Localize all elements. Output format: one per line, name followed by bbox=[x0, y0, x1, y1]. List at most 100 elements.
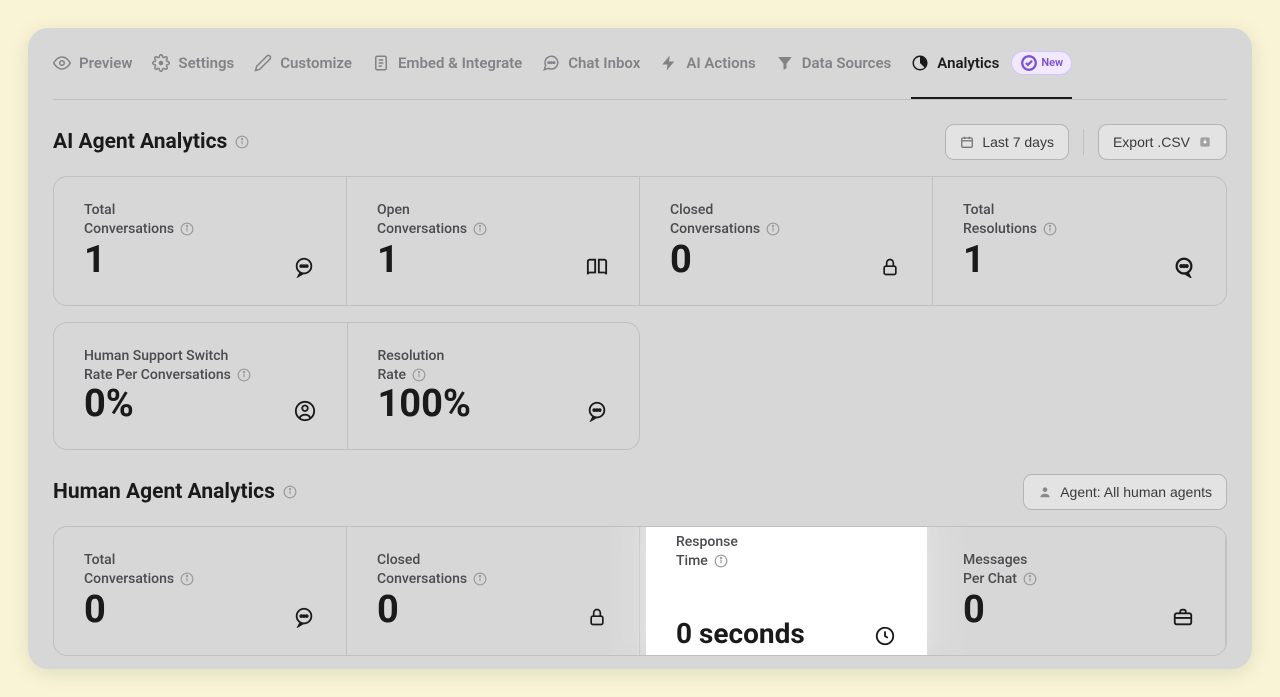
tab-ai-actions[interactable]: AI Actions bbox=[660, 28, 755, 99]
ai-section-title: AI Agent Analytics bbox=[53, 130, 249, 154]
label-line1: Open bbox=[377, 201, 609, 220]
tab-settings[interactable]: Settings bbox=[152, 28, 234, 99]
card-value: 1 bbox=[377, 241, 399, 279]
card-value: 0 bbox=[670, 241, 692, 279]
badge-text: New bbox=[1041, 56, 1063, 69]
speech-icon bbox=[292, 605, 316, 629]
tab-analytics[interactable]: Analytics New bbox=[911, 28, 1072, 99]
date-range-button[interactable]: Last 7 days bbox=[945, 124, 1069, 160]
bolt-icon bbox=[660, 54, 678, 72]
card-label: Closed Conversations bbox=[377, 551, 609, 589]
tab-label: Analytics bbox=[937, 54, 999, 72]
new-badge: New bbox=[1011, 51, 1072, 75]
label-line1: Total bbox=[84, 551, 316, 570]
lock-icon bbox=[585, 605, 609, 629]
card-messages-per-chat: Messages Per Chat 0 bbox=[933, 527, 1226, 655]
tab-label: Settings bbox=[178, 54, 234, 72]
agent-filter-button[interactable]: Agent: All human agents bbox=[1023, 474, 1227, 510]
label-line1: Resolution bbox=[378, 347, 610, 366]
info-icon[interactable] bbox=[180, 572, 194, 586]
info-icon[interactable] bbox=[766, 222, 780, 236]
funnel-icon bbox=[776, 54, 794, 72]
info-icon[interactable] bbox=[237, 368, 251, 382]
label-line1: Total bbox=[84, 201, 316, 220]
calendar-icon bbox=[960, 135, 974, 149]
tab-label: AI Actions bbox=[686, 54, 755, 72]
label-line2: Per Chat bbox=[963, 570, 1017, 589]
info-icon[interactable] bbox=[473, 222, 487, 236]
card-resolution-rate: Resolution Rate 100% bbox=[347, 322, 641, 450]
ai-title-text: AI Agent Analytics bbox=[53, 130, 227, 154]
ai-header-actions: Last 7 days Export .CSV bbox=[945, 124, 1227, 160]
human-header-actions: Agent: All human agents bbox=[1023, 474, 1227, 510]
download-icon bbox=[1198, 135, 1212, 149]
agent-filter-label: Agent: All human agents bbox=[1060, 484, 1212, 500]
info-icon[interactable] bbox=[714, 554, 728, 568]
ai-section-header: AI Agent Analytics Last 7 days Export .C… bbox=[53, 124, 1227, 160]
pie-icon bbox=[911, 54, 929, 72]
export-csv-button[interactable]: Export .CSV bbox=[1098, 124, 1227, 160]
check-circle-icon bbox=[1020, 54, 1038, 72]
label-line1: Total bbox=[963, 201, 1196, 220]
human-section-title: Human Agent Analytics bbox=[53, 480, 297, 504]
gear-icon bbox=[152, 54, 170, 72]
human-title-text: Human Agent Analytics bbox=[53, 480, 275, 504]
tab-label: Customize bbox=[280, 54, 352, 72]
card-label: Closed Conversations bbox=[670, 201, 902, 239]
card-value: 1 bbox=[963, 241, 985, 279]
speech-filled-icon bbox=[1172, 255, 1196, 279]
tab-label: Embed & Integrate bbox=[398, 54, 522, 72]
document-icon bbox=[372, 54, 390, 72]
info-icon[interactable] bbox=[1043, 222, 1057, 236]
tab-label: Preview bbox=[79, 54, 132, 72]
ai-cards-row-2: Human Support Switch Rate Per Conversati… bbox=[53, 322, 1227, 450]
tab-label: Data Sources bbox=[802, 54, 892, 72]
label-line1: Response bbox=[676, 533, 897, 552]
card-value: 0 bbox=[377, 591, 399, 629]
export-label: Export .CSV bbox=[1113, 134, 1190, 150]
info-icon[interactable] bbox=[283, 485, 297, 499]
card-label: Total Conversations bbox=[84, 551, 316, 589]
label-line2: Time bbox=[676, 552, 708, 571]
label-line1: Closed bbox=[670, 201, 902, 220]
card-human-total: Total Conversations 0 bbox=[54, 527, 347, 655]
clock-icon bbox=[873, 624, 897, 648]
speech-icon bbox=[292, 255, 316, 279]
label-line2: Conversations bbox=[377, 570, 467, 589]
human-section-header: Human Agent Analytics Agent: All human a… bbox=[53, 474, 1227, 510]
info-icon[interactable] bbox=[235, 135, 249, 149]
info-icon[interactable] bbox=[1023, 572, 1037, 586]
card-label: Total Resolutions bbox=[963, 201, 1196, 239]
info-icon[interactable] bbox=[180, 222, 194, 236]
card-total-conversations: Total Conversations 1 bbox=[54, 177, 347, 305]
card-value: 0 seconds bbox=[676, 620, 805, 648]
label-line2: Conversations bbox=[84, 220, 174, 239]
human-cards-row: Total Conversations 0 Closed Conversatio… bbox=[53, 526, 1227, 656]
card-response-time: Response Time 0 seconds bbox=[646, 526, 927, 656]
info-icon[interactable] bbox=[412, 368, 426, 382]
tab-customize[interactable]: Customize bbox=[254, 28, 352, 99]
tab-embed[interactable]: Embed & Integrate bbox=[372, 28, 522, 99]
label-line1: Human Support Switch bbox=[84, 347, 317, 366]
person-solid-icon bbox=[1038, 485, 1052, 499]
card-label: Total Conversations bbox=[84, 201, 316, 239]
tab-chat-inbox[interactable]: Chat Inbox bbox=[542, 28, 640, 99]
card-label: Resolution Rate bbox=[378, 347, 610, 385]
label-line1: Closed bbox=[377, 551, 609, 570]
card-human-closed: Closed Conversations 0 bbox=[347, 527, 640, 655]
label-line2: Resolutions bbox=[963, 220, 1037, 239]
ai-cards-row-1: Total Conversations 1 Open Conversations bbox=[53, 176, 1227, 306]
pencil-icon bbox=[254, 54, 272, 72]
card-value: 100% bbox=[378, 385, 472, 423]
tab-bar: Preview Settings Customize Embed & Integ… bbox=[53, 28, 1227, 100]
tab-preview[interactable]: Preview bbox=[53, 28, 132, 99]
tab-data-sources[interactable]: Data Sources bbox=[776, 28, 892, 99]
info-icon[interactable] bbox=[473, 572, 487, 586]
card-label: Messages Per Chat bbox=[963, 551, 1195, 589]
chat-icon bbox=[542, 54, 560, 72]
divider bbox=[1083, 129, 1084, 155]
card-value: 0% bbox=[84, 385, 134, 423]
card-value: 1 bbox=[84, 241, 106, 279]
card-value: 0 bbox=[84, 591, 106, 629]
card-closed-conversations: Closed Conversations 0 bbox=[640, 177, 933, 305]
